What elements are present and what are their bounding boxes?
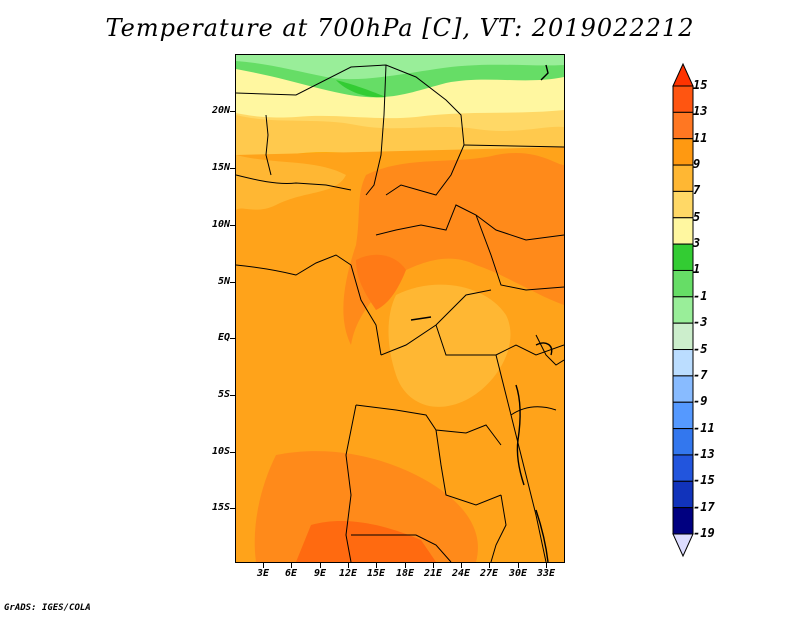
lon-label-12e: 12E (338, 568, 358, 579)
map-plot-area (235, 54, 565, 563)
chart-title: Temperature at 700hPa [C], VT: 201902221… (105, 14, 695, 42)
colorbar (672, 62, 694, 558)
colorbar-label: -17 (693, 499, 715, 514)
lat-tick (230, 111, 235, 112)
temp-pocket-west (236, 155, 346, 210)
colorbar-top-triangle (672, 62, 694, 87)
colorbar-cell (672, 480, 694, 509)
colorbar-cell (672, 428, 694, 456)
lat-label-10s: 10S (211, 446, 230, 457)
colorbar-cell (672, 401, 694, 430)
colorbar-label: -19 (693, 526, 715, 540)
lon-label-30e: 30E (508, 568, 528, 579)
lon-label-27e: 27E (479, 568, 499, 579)
lon-tick (348, 563, 349, 568)
lat-tick (230, 452, 235, 453)
temp-band-darkgreen (336, 80, 386, 98)
lon-label-21e: 21E (423, 568, 443, 579)
temp-region-cameroon (356, 254, 406, 310)
temp-region-hot-south (296, 520, 436, 562)
lat-tick (230, 225, 235, 226)
colorbar-label: 5 (693, 209, 701, 224)
colorbar-cell (672, 217, 694, 245)
colorbar-label: -7 (693, 367, 708, 382)
colorbar-label: 15 (693, 78, 708, 92)
colorbar-label: 3 (693, 236, 701, 251)
colorbar-graphic (672, 62, 694, 558)
lon-tick (405, 563, 406, 568)
colorbar-label: 1 (693, 262, 701, 277)
colorbar-cell (672, 454, 694, 482)
lat-label-20n: 20N (211, 105, 230, 116)
colorbar-bottom-triangle (672, 533, 694, 558)
lat-label-eq: EQ (217, 332, 230, 343)
lon-label-3e: 3E (256, 568, 270, 579)
temp-pocket-congo (388, 284, 511, 407)
lon-label-33e: 33E (536, 568, 556, 579)
lat-label-5s: 5S (217, 389, 230, 400)
lat-tick (230, 168, 235, 169)
lon-tick (376, 563, 377, 568)
colorbar-label: -9 (693, 394, 708, 409)
colorbar-label: -1 (693, 288, 708, 303)
colorbar-cell (672, 507, 694, 535)
lakes-and-coast (410, 64, 553, 562)
colorbar-label: 13 (693, 104, 708, 119)
lon-tick (461, 563, 462, 568)
lat-tick (230, 508, 235, 509)
colorbar-cell (672, 349, 694, 377)
lon-label-9e: 9E (313, 568, 327, 579)
colorbar-label: 7 (693, 183, 701, 198)
colorbar-label: -13 (693, 446, 715, 461)
temperature-map (236, 55, 564, 562)
colorbar-cell (672, 164, 694, 192)
lon-tick (518, 563, 519, 568)
temp-region-sudan (343, 152, 564, 345)
colorbar-label: -11 (693, 420, 715, 435)
lon-tick (433, 563, 434, 568)
colorbar-cell (672, 375, 694, 403)
lon-tick (489, 563, 490, 568)
colorbar-label: 11 (693, 130, 708, 145)
lat-label-15s: 15S (211, 502, 230, 513)
lat-tick (230, 282, 235, 283)
lon-tick (320, 563, 321, 568)
colorbar-cell (672, 322, 694, 351)
temp-band-amber (236, 115, 564, 157)
lat-label-15n: 15N (211, 162, 230, 173)
footer-credit: GrADS: IGES/COLA (4, 603, 91, 613)
lat-tick (230, 395, 235, 396)
colorbar-cell (672, 138, 694, 166)
colorbar-cell (672, 111, 694, 140)
colorbar-cells (672, 62, 694, 558)
lat-label-5n: 5N (217, 276, 230, 287)
lon-label-24e: 24E (451, 568, 471, 579)
colorbar-cell (672, 269, 694, 298)
lat-label-10n: 10N (211, 219, 230, 230)
colorbar-label: -15 (693, 473, 715, 488)
country-borders (236, 64, 564, 562)
lon-label-18e: 18E (395, 568, 415, 579)
lon-label-15e: 15E (366, 568, 386, 579)
colorbar-label: -3 (693, 315, 708, 330)
lon-tick (291, 563, 292, 568)
colorbar-cell (672, 190, 694, 219)
lon-label-6e: 6E (284, 568, 298, 579)
colorbar-cell (672, 296, 694, 324)
lat-tick (230, 338, 235, 339)
colorbar-label: -5 (693, 341, 708, 356)
temp-band-lightgreen (236, 55, 564, 80)
colorbar-cell (672, 85, 694, 113)
colorbar-cell (672, 243, 694, 271)
lon-tick (263, 563, 264, 568)
lon-tick (546, 563, 547, 568)
colorbar-label: 9 (693, 157, 701, 172)
